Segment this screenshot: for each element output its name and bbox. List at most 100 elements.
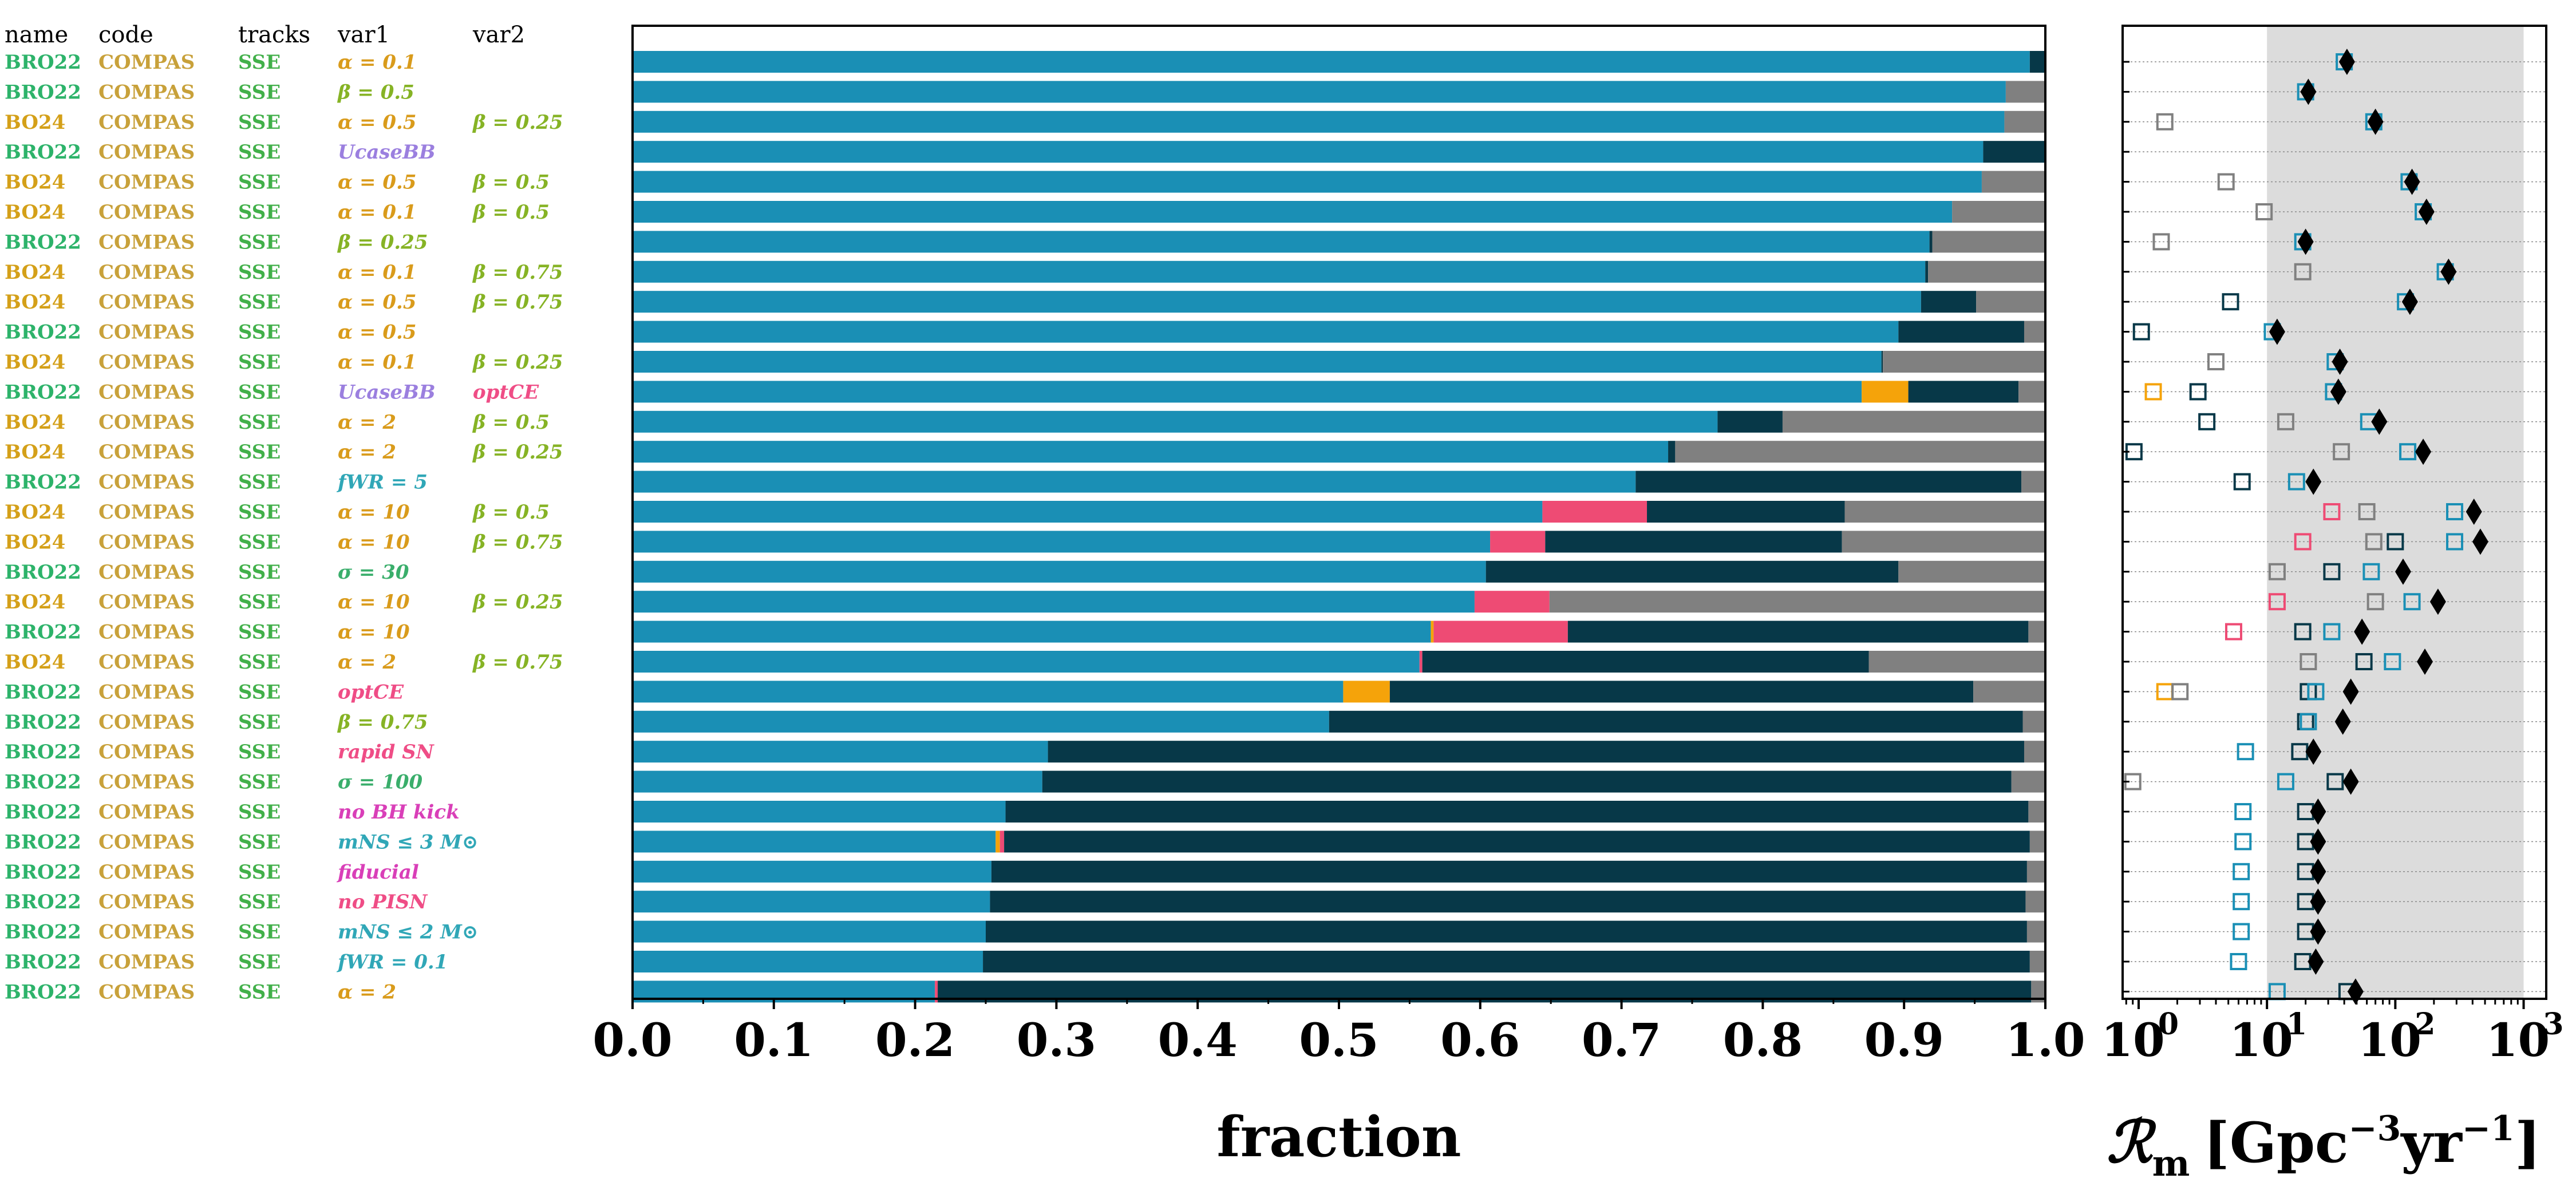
row-var1: α = 0.5	[338, 171, 416, 194]
bar-segment	[633, 201, 1953, 223]
row-tracks: SSE	[238, 681, 280, 703]
row-name: BO24	[5, 351, 65, 374]
bar-segment	[1908, 381, 2019, 403]
rate-diamond-marker	[2472, 528, 2488, 555]
row-var2: β = 0.75	[472, 651, 563, 674]
rate-x-tick-label: 10	[2486, 1013, 2550, 1067]
row-code: COMPAS	[98, 441, 195, 464]
row-name: BO24	[5, 201, 65, 224]
rate-square-marker	[2366, 593, 2384, 611]
table-header-name: name	[5, 22, 68, 48]
row-var1: no PISN	[338, 891, 428, 914]
row-name: BO24	[5, 441, 65, 464]
bar-segment	[1542, 501, 1647, 523]
bar-segment	[1844, 501, 2045, 523]
row-var2: β = 0.5	[472, 171, 550, 194]
row-var1: α = 0.1	[338, 201, 416, 224]
bar-segment	[633, 951, 983, 972]
rate-square-marker	[2326, 773, 2344, 790]
row-var1: α = 10	[338, 531, 410, 553]
row-code: COMPAS	[98, 51, 195, 74]
rate-x-tick-exponent: 2	[2415, 1007, 2435, 1042]
row-var2: β = 0.25	[472, 351, 563, 374]
rate-x-tick-label: 10	[2358, 1013, 2421, 1067]
row-var1: fWR = 5	[337, 471, 428, 494]
rate-square-marker	[2234, 803, 2252, 820]
row-var2: β = 0.75	[472, 261, 563, 284]
bar-segment	[633, 860, 991, 883]
bar-segment	[1343, 681, 1390, 703]
rate-x-tick-exponent: 3	[2543, 1007, 2563, 1042]
row-tracks: SSE	[238, 51, 280, 74]
bar-segment	[633, 741, 1048, 763]
table-header-var2: var2	[472, 22, 525, 48]
row-name: BRO22	[5, 861, 81, 884]
row-code: COMPAS	[98, 980, 195, 1003]
row-code: COMPAS	[98, 861, 195, 884]
rate-diamond-marker	[2417, 649, 2433, 675]
rate-diamond-marker	[2395, 558, 2411, 585]
bar-segment	[2024, 321, 2045, 343]
rate-square-marker	[2355, 653, 2373, 670]
rate-x-tick-exponent: 0	[2158, 1007, 2179, 1042]
row-tracks: SSE	[238, 531, 280, 553]
bar-segment	[1490, 531, 1546, 553]
row-tracks: SSE	[238, 980, 280, 1003]
bar-segment	[633, 441, 1669, 463]
rate-diamond-marker	[2297, 228, 2314, 255]
row-name: BO24	[5, 651, 65, 674]
bar-segment	[1474, 591, 1550, 613]
row-name: BRO22	[5, 951, 81, 974]
row-code: COMPAS	[98, 891, 195, 914]
row-var1: α = 2	[338, 651, 396, 674]
rate-diamond-marker	[2338, 49, 2355, 75]
rate-diamond-marker	[2367, 108, 2384, 135]
rate-square-marker	[2399, 443, 2417, 461]
row-tracks: SSE	[238, 321, 280, 344]
row-code: COMPAS	[98, 591, 195, 614]
row-name: BRO22	[5, 681, 81, 703]
rate-diamond-marker	[2354, 618, 2370, 645]
rate-square-marker	[2277, 413, 2294, 430]
rate-diamond-marker	[2371, 408, 2388, 435]
row-code: COMPAS	[98, 921, 195, 944]
bar-segment	[633, 651, 1420, 673]
rate-square-marker	[2323, 503, 2341, 520]
bar-segment	[1004, 831, 2030, 853]
row-tracks: SSE	[238, 201, 280, 224]
bar-segment	[1921, 291, 1977, 313]
rate-diamond-marker	[2330, 378, 2346, 405]
row-var2: optCE	[473, 381, 539, 404]
bar-segment	[983, 951, 2030, 972]
row-code: COMPAS	[98, 111, 195, 134]
bar-segment	[2026, 860, 2045, 883]
row-var1: β = 0.5	[337, 81, 414, 104]
row-var2: β = 0.25	[472, 441, 563, 464]
row-name: BRO22	[5, 621, 81, 644]
row-var1: α = 0.5	[338, 291, 416, 314]
rate-label-part: yr	[2400, 1110, 2463, 1175]
bar-segment	[1567, 620, 2029, 643]
bar-segment	[1389, 681, 1974, 703]
bar-segment	[633, 260, 1926, 283]
row-name: BO24	[5, 531, 65, 553]
bar-segment	[1549, 591, 2045, 613]
table-header-code: code	[98, 22, 153, 48]
bar-segment	[990, 891, 2026, 913]
rate-square-marker	[2384, 653, 2401, 670]
rate-square-marker	[2287, 473, 2305, 491]
table-header-var1: var1	[337, 22, 390, 48]
rate-square-marker	[2255, 203, 2273, 220]
row-code: COMPAS	[98, 741, 195, 764]
rate-square-marker	[2387, 533, 2404, 551]
rate-diamond-marker	[2418, 199, 2435, 225]
rate-diamond-marker	[2404, 168, 2420, 195]
bar-segment	[2022, 710, 2045, 733]
bar-segment	[1668, 441, 1676, 463]
row-var1: fWR = 0.1	[337, 951, 448, 974]
row-code: COMPAS	[98, 651, 195, 674]
bar-segment	[1928, 260, 2045, 283]
row-name: BO24	[5, 291, 65, 314]
bar-segment	[1647, 501, 1845, 523]
